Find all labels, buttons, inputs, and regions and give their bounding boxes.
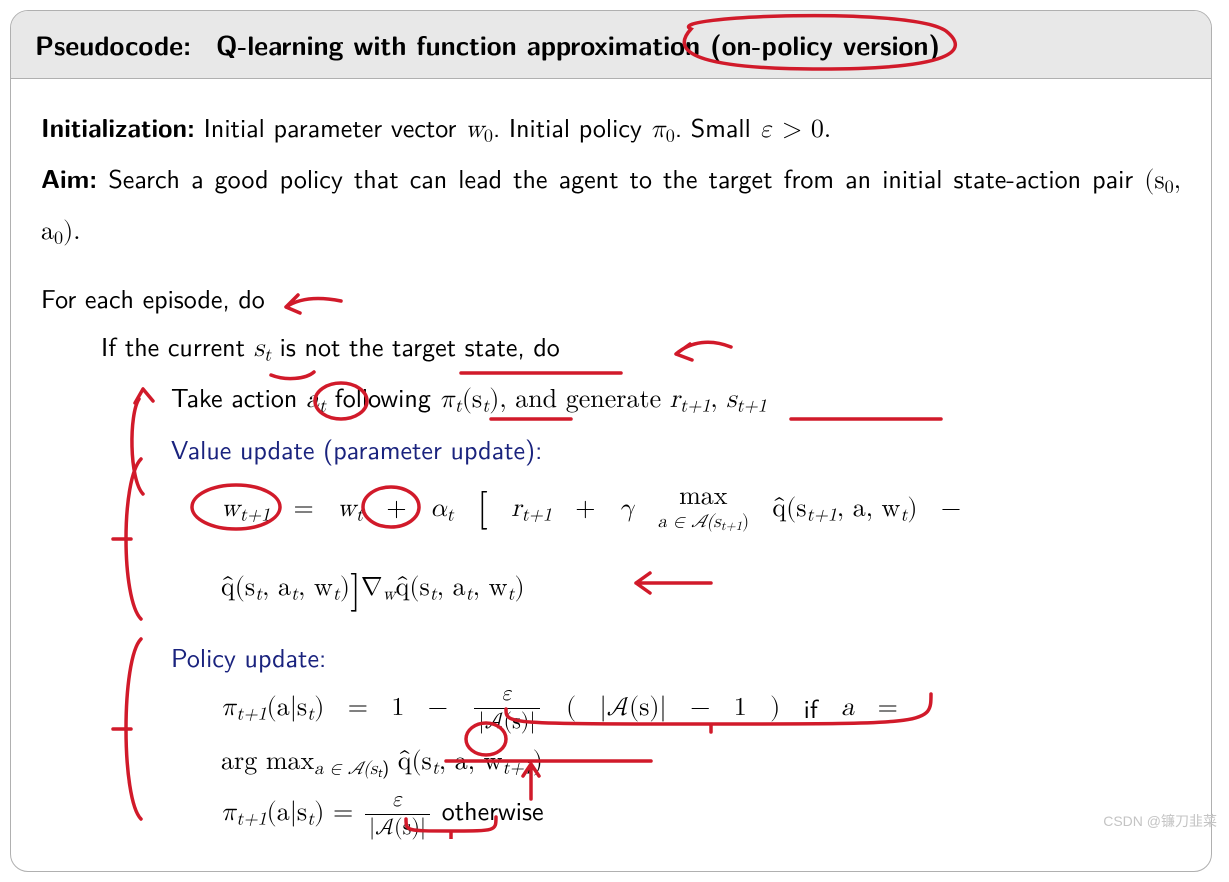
one2: 1 xyxy=(734,684,747,732)
initialization-line: Initialization: Initial parameter vector… xyxy=(41,103,1181,154)
argmax-sub: a ∈ 𝒜(st) xyxy=(314,753,389,780)
qhat2: q̂(st, at, wt) xyxy=(396,575,525,601)
pseudocode-body: Initialization: Initial parameter vector… xyxy=(11,79,1211,871)
if-kw: if xyxy=(804,684,818,732)
policy-update-eq1: πt+1(a|st) = 1 − ε |𝒜(s)| ( |𝒜(s)| − 1) i… xyxy=(221,681,1181,735)
frac-eps-As-2: ε |𝒜(s)| xyxy=(365,787,430,841)
As-abs: |𝒜(s)| xyxy=(599,684,666,732)
watermark: CSDN @镰刀韭菜 xyxy=(1103,811,1217,831)
frac-eps-As: ε |𝒜(s)| xyxy=(474,681,539,735)
comma: , xyxy=(710,387,726,413)
eq3: = xyxy=(878,684,898,732)
lpar: ( xyxy=(566,684,576,732)
w0: w0 xyxy=(465,117,493,143)
pseudocode-box: Pseudocode: Q-learning with function app… xyxy=(10,10,1212,872)
pi0: π0 xyxy=(651,117,675,143)
minus1: − xyxy=(941,485,961,533)
nabla: ∇w xyxy=(361,575,396,601)
eq1: = xyxy=(294,485,314,533)
qhat-l2: q̂(st, at, wt) xyxy=(221,575,350,601)
aim-line: Aim: Search a good policy that can lead … xyxy=(41,154,1181,256)
eps: ε xyxy=(759,117,773,143)
if-t1: If the current xyxy=(101,327,254,365)
wt: wt xyxy=(337,485,363,533)
aim-t1: Search a good policy that can lead the a… xyxy=(108,159,1144,197)
eq4: = xyxy=(333,800,353,826)
pseudocode-header: Pseudocode: Q-learning with function app… xyxy=(11,11,1211,79)
value-update-eq2: q̂(st, at, wt)]∇wq̂(st, at, wt) xyxy=(221,555,1181,627)
rtp1-2: rt+1 xyxy=(511,485,552,533)
a-var: a xyxy=(841,684,854,732)
init-label: Initialization: xyxy=(41,108,195,145)
foreach-line: For each episode, do xyxy=(41,274,1181,322)
pi-tp1: πt+1(a|st) xyxy=(221,684,324,732)
stp1: st+1 xyxy=(726,387,767,413)
wtp1: wt+1 xyxy=(221,485,270,533)
init-t3: . Small xyxy=(675,108,760,146)
take2: following xyxy=(326,378,439,416)
if-t2: is not the target state, do xyxy=(271,327,560,365)
take-action-line: Take action at following πt(st), and gen… xyxy=(171,373,1181,424)
init-t1: Initial parameter vector xyxy=(204,108,465,146)
max-op: max a ∈ 𝒜(st+1) xyxy=(658,483,749,534)
otherwise: otherwise xyxy=(442,791,544,829)
st: st xyxy=(254,336,271,362)
title-suffix: (on-policy version) xyxy=(710,25,940,64)
qhat1: q̂(st+1, a, wt) xyxy=(772,485,917,533)
one: 1 xyxy=(391,684,404,732)
rtp1: rt+1 xyxy=(670,387,711,413)
plus2: + xyxy=(575,485,595,533)
pi-tp1-2: πt+1(a|st) xyxy=(221,800,324,826)
rbracket: ] xyxy=(350,571,361,610)
spacer xyxy=(41,256,1181,274)
gamma: γ xyxy=(619,485,634,533)
init-t2: . Initial policy xyxy=(493,108,651,146)
aim-label: Aim: xyxy=(41,159,97,196)
minus2: − xyxy=(428,684,448,732)
alpha-t: αt xyxy=(430,485,454,533)
policy-update-argmax: arg maxa ∈ 𝒜(st) q̂(st, a, wt+1) xyxy=(221,735,1181,786)
take1: Take action xyxy=(171,378,306,416)
policy-update-label: Policy update: xyxy=(171,633,1181,681)
argmax: arg max xyxy=(221,749,314,775)
title-prefix: Pseudocode: xyxy=(35,25,191,64)
at: at xyxy=(306,387,326,413)
gt0: > 0. xyxy=(773,117,831,143)
eq2: = xyxy=(348,684,368,732)
value-update-label: Value update (parameter update): xyxy=(171,425,1181,473)
minus3: − xyxy=(690,684,710,732)
plus1: + xyxy=(386,485,406,533)
ifcond-line: If the current st is not the target stat… xyxy=(101,322,1181,373)
foreach-text: For each episode, do xyxy=(41,279,265,317)
lbracket: [ xyxy=(477,473,488,545)
value-update-eq1: wt+1 = wt + αt[rt+1 + γ max a ∈ 𝒜(st+1) … xyxy=(221,473,1181,545)
rpar: ) xyxy=(770,684,780,732)
title-main: Q-learning with function approximation xyxy=(216,25,700,64)
qhat-argmax: q̂(st, a, wt+1) xyxy=(398,749,543,775)
pit: πt xyxy=(439,387,461,413)
policy-update-otherwise: πt+1(a|st) = ε |𝒜(s)| otherwise xyxy=(221,786,1181,841)
pit-arg: (st), and generate xyxy=(462,387,670,413)
